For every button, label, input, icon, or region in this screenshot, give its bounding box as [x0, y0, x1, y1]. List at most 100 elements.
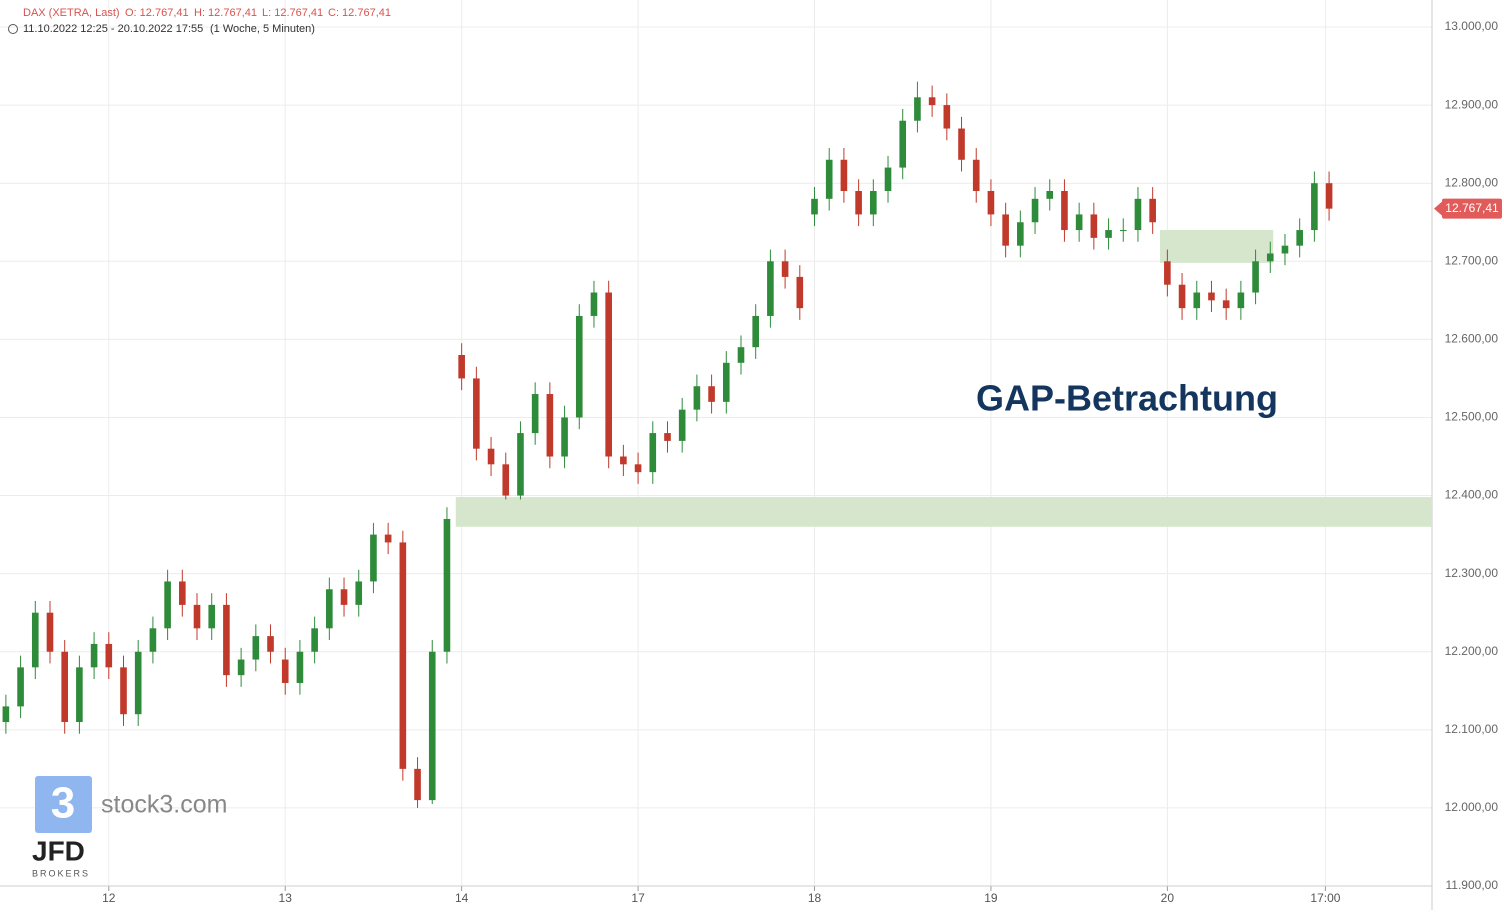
x-tick-label: 18	[808, 891, 822, 905]
period: (1 Woche, 5 Minuten)	[210, 23, 315, 35]
y-tick-label: 13.000,00	[1445, 19, 1499, 33]
candle-body	[752, 315, 760, 348]
candle-body	[1090, 214, 1098, 238]
clock-icon	[8, 24, 18, 34]
last-price-pointer	[1434, 201, 1442, 216]
candle-body	[884, 167, 892, 192]
candle-body	[767, 261, 774, 316]
candle-body	[1017, 222, 1024, 246]
candle-body	[179, 581, 186, 605]
candle-body	[473, 378, 480, 449]
candle-body	[1296, 230, 1303, 246]
candle-body	[1311, 183, 1318, 231]
candle-body	[208, 604, 216, 629]
candle-body	[311, 628, 318, 652]
candle-body	[326, 589, 333, 629]
candle-body	[31, 612, 39, 668]
x-tick-label: 17	[631, 891, 645, 905]
candle-body	[487, 448, 495, 465]
annotation: GAP-Betrachtung	[976, 378, 1278, 419]
open: O: 12.767,41	[125, 7, 189, 19]
candle-body	[370, 534, 377, 582]
candle-body	[870, 191, 877, 215]
candle-body	[1031, 198, 1039, 223]
candle-body	[722, 362, 730, 402]
candle-body	[76, 667, 83, 723]
low: L: 12.767,41	[262, 7, 323, 19]
candle-body	[1325, 183, 1333, 209]
gap-zone	[455, 497, 1432, 527]
candle-body	[943, 105, 951, 129]
close: C: 12.767,41	[328, 7, 391, 19]
candle-body	[134, 651, 142, 715]
gap-zone	[1160, 230, 1274, 263]
y-tick-label: 12.600,00	[1445, 332, 1499, 346]
candle-body	[634, 464, 642, 473]
x-tick-label: 13	[279, 891, 293, 905]
candle-body	[1281, 245, 1289, 254]
x-tick-label: 14	[455, 891, 469, 905]
candle-body	[443, 518, 451, 652]
candle-body	[781, 261, 789, 277]
candle-body	[1075, 214, 1083, 231]
candle-body	[46, 612, 54, 652]
candle-body	[737, 347, 745, 363]
candle-body	[678, 409, 686, 441]
candle-body	[531, 394, 539, 434]
candle-body	[267, 636, 274, 652]
candle-body	[1222, 300, 1230, 309]
candle-body	[517, 433, 524, 496]
candle-body	[384, 534, 392, 543]
candle-body	[414, 768, 421, 801]
candle-body	[987, 191, 995, 215]
x-tick-label: 20	[1161, 891, 1175, 905]
range: 11.10.2022 12:25 - 20.10.2022 17:55	[23, 23, 203, 35]
candle-body	[1178, 284, 1186, 309]
candle-body	[428, 651, 436, 801]
candle-body	[972, 159, 980, 192]
broker: JFD	[32, 835, 85, 866]
candle-body	[1061, 191, 1068, 231]
candle-body	[1164, 261, 1171, 285]
candle-body	[840, 159, 848, 192]
candle-body	[1208, 292, 1215, 301]
candle-body	[811, 198, 818, 215]
candle-body	[120, 667, 127, 715]
candle-body	[149, 628, 157, 652]
high: H: 12.767,41	[194, 7, 257, 19]
candle-body	[1002, 214, 1009, 246]
candle-body	[855, 191, 862, 215]
x-tick-label: 19	[984, 891, 998, 905]
y-tick-label: 12.300,00	[1445, 566, 1499, 580]
y-tick-label: 12.100,00	[1445, 722, 1499, 736]
candle-body	[458, 354, 465, 379]
y-tick-label: 12.900,00	[1445, 97, 1499, 111]
candle-body	[620, 456, 627, 465]
candle-body	[1105, 230, 1112, 238]
candle-body	[2, 706, 10, 723]
candle-body	[664, 433, 671, 441]
y-tick-label: 11.900,00	[1446, 878, 1499, 892]
candle-body	[164, 581, 171, 629]
candle-body	[796, 276, 804, 309]
candle-body	[825, 159, 833, 199]
candle-body	[281, 659, 289, 683]
candle-body	[1252, 261, 1259, 293]
candle-body	[223, 604, 230, 676]
candle-body	[502, 464, 510, 496]
y-tick-label: 12.500,00	[1445, 410, 1499, 424]
candle-body	[296, 651, 304, 683]
candle-body	[90, 643, 98, 668]
y-tick-label: 12.700,00	[1445, 253, 1499, 267]
candle-body	[605, 292, 612, 457]
logo-icon: 3	[51, 779, 75, 828]
candle-body	[61, 651, 68, 723]
y-tick-label: 12.000,00	[1445, 800, 1499, 814]
candle-body	[1266, 253, 1274, 262]
candle-body	[193, 604, 201, 629]
candle-body	[237, 659, 245, 676]
candle-body	[590, 292, 598, 316]
